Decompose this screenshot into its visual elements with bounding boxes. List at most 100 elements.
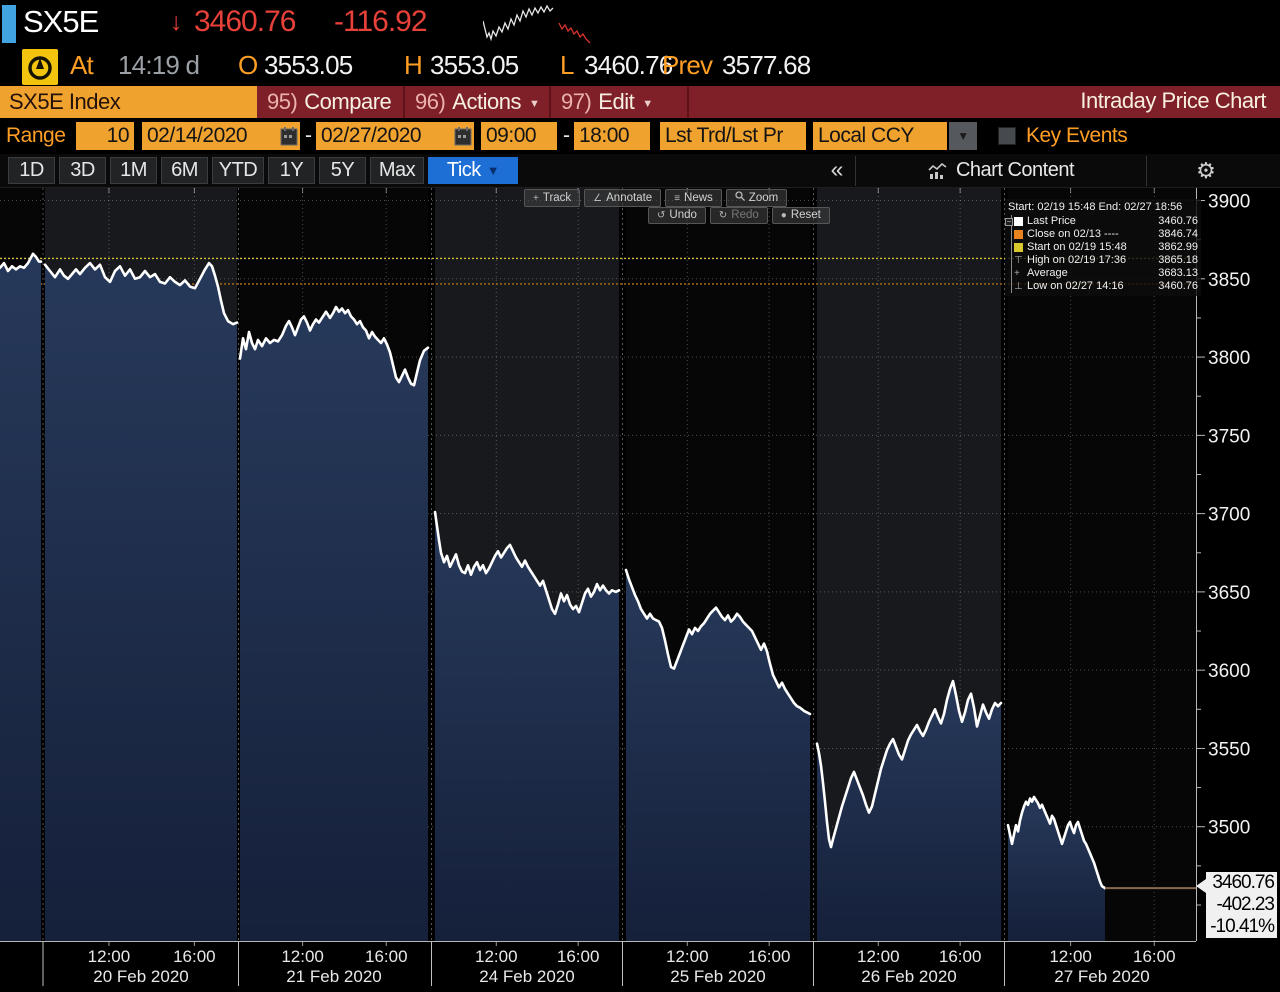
divider (1146, 156, 1147, 186)
price-area-fill (817, 681, 1001, 941)
chevron-down-icon: ▼ (486, 163, 500, 178)
tab-1y[interactable]: 1Y (268, 157, 315, 184)
legend-swatch (1014, 230, 1027, 239)
button-label: Redo (731, 209, 759, 221)
price-line (433, 510, 621, 616)
price-line (238, 305, 430, 387)
tab-1m[interactable]: 1M (110, 157, 157, 184)
security-field[interactable]: SX5E Index (0, 86, 257, 118)
key-events-checkbox[interactable] (998, 127, 1016, 145)
chart-content-button[interactable]: Chart Content (856, 157, 1146, 184)
x-date-label: 21 Feb 2020 (286, 967, 381, 986)
tag-net-change: -402.23 (1216, 894, 1275, 915)
sparkline-icon (483, 4, 591, 44)
x-time-label: 12:00 (857, 947, 900, 966)
menu-item-edit[interactable]: 97) Edit ▼ (551, 86, 689, 118)
legend-collapse-icon[interactable]: − (1005, 217, 1013, 226)
currency-dropdown-button[interactable]: ▼ (949, 122, 977, 150)
x-time-label: 12:00 (88, 947, 131, 966)
legend-value: 3683.13 (1158, 267, 1198, 279)
x-date-label: 24 Feb 2020 (479, 967, 574, 986)
terminal-logo (2, 5, 16, 43)
y-tick-label: 3800 (1208, 348, 1250, 369)
last-price-tag: 3460.76 -402.23 -10.41% (1196, 872, 1277, 938)
range-label: Range (6, 124, 66, 147)
low-label: L (560, 50, 574, 80)
open-label: O (238, 50, 258, 80)
legend-swatch (1014, 217, 1027, 226)
menu-item-compare[interactable]: 95) Compare (257, 86, 405, 118)
reset-button[interactable]: ● Reset (771, 207, 830, 224)
track-button[interactable]: + Track (524, 189, 581, 207)
y-tick-label: 3650 (1208, 583, 1250, 604)
down-arrow-icon: ↓ (170, 8, 183, 36)
y-tick-label: 3750 (1208, 426, 1250, 447)
price-change: -116.92 (334, 5, 428, 38)
chart-legend[interactable]: Start: 02/19 15:48 End: 02/27 18:56 − La… (1005, 199, 1201, 296)
menu-num: 96) (415, 89, 446, 114)
price-chart[interactable]: 3900 3850 3800 3750 3700 3650 3600 3550 3500 12:0… (0, 188, 1280, 992)
x-date-label: 26 Feb 2020 (861, 967, 956, 986)
tab-ytd[interactable]: YTD (212, 157, 264, 184)
quote-time: 14:19 d (118, 50, 200, 80)
annotate-button[interactable]: ∠ Annotate (584, 189, 662, 207)
tab-max[interactable]: Max (370, 157, 424, 184)
legend-row: ⊥ Low on 02/27 14:16 3460.76 (1014, 280, 1198, 293)
zoom-button[interactable]: Zoom (725, 189, 788, 207)
chart-toolbar-row2: ↺ Undo ↻ Redo ● Reset (648, 207, 830, 224)
price-area-fill (626, 570, 810, 941)
calendar-icon[interactable] (454, 126, 472, 146)
legend-marker-icon: ⊥ (1014, 281, 1023, 292)
date-to-field[interactable]: 02/27/2020 (316, 122, 474, 150)
tab-1d[interactable]: 1D (8, 157, 55, 184)
x-date-label: 27 Feb 2020 (1054, 967, 1149, 986)
gear-icon[interactable]: ⚙ (1196, 158, 1216, 183)
chart-content-icon (928, 162, 947, 179)
button-label: Zoom (748, 191, 779, 204)
legend-value: 3862.99 (1158, 241, 1198, 253)
price-area-fill (240, 307, 428, 941)
x-time-label: 12:00 (475, 947, 518, 966)
divider (855, 156, 856, 186)
high-label: H (404, 50, 423, 80)
legend-label: Start on 02/19 15:48 (1027, 241, 1127, 253)
high-value: 3553.05 (430, 50, 519, 80)
x-time-label: 12:00 (666, 947, 709, 966)
currency-field[interactable]: Local CCY (813, 122, 947, 150)
x-time-label: 16:00 (748, 947, 791, 966)
price-line (1006, 795, 1107, 890)
legend-row: Last Price 3460.76 (1014, 215, 1198, 228)
menu-item-actions[interactable]: 96) Actions ▼ (405, 86, 551, 118)
range-value-field[interactable]: 10 (76, 122, 134, 150)
chevron-down-icon: ▼ (957, 129, 969, 143)
price-area-fill (0, 253, 41, 942)
legend-label: Low on 02/27 14:16 (1027, 280, 1124, 292)
time-from-field[interactable]: 09:00 (481, 122, 557, 150)
tab-5y[interactable]: 5Y (319, 157, 366, 184)
chevron-down-icon: ▼ (642, 98, 653, 110)
legend-value: 3460.76 (1158, 280, 1198, 292)
tab-tick[interactable]: Tick ▼ (428, 157, 518, 184)
calendar-icon[interactable] (280, 126, 298, 146)
button-label: Annotate (606, 191, 653, 204)
legend-marker-icon: + (1014, 268, 1020, 279)
tab-6m[interactable]: 6M (161, 157, 208, 184)
x-date-label: 20 Feb 2020 (93, 967, 188, 986)
range-dash: - (305, 124, 312, 147)
x-date-label: 25 Feb 2020 (670, 967, 765, 986)
date-from-field[interactable]: 02/14/2020 (142, 122, 300, 150)
tab-3d[interactable]: 3D (59, 157, 106, 184)
redo-icon: ↻ (718, 210, 728, 221)
legend-label: Last Price (1027, 215, 1076, 227)
ticker-symbol: SX5E (23, 4, 99, 39)
price-area-fill (435, 512, 619, 941)
undo-button[interactable]: ↺ Undo (648, 207, 706, 224)
news-button[interactable]: ≡ News (665, 189, 722, 207)
legend-value: 3865.18 (1158, 254, 1198, 266)
collapse-panel-button[interactable]: « (830, 156, 844, 182)
redo-button[interactable]: ↻ Redo (709, 207, 768, 224)
price-mode-field[interactable]: Lst Trd/Lst Pr (660, 122, 806, 150)
price-line (0, 252, 43, 273)
annotate-icon: ∠ (593, 192, 603, 204)
time-to-field[interactable]: 18:00 (574, 122, 650, 150)
